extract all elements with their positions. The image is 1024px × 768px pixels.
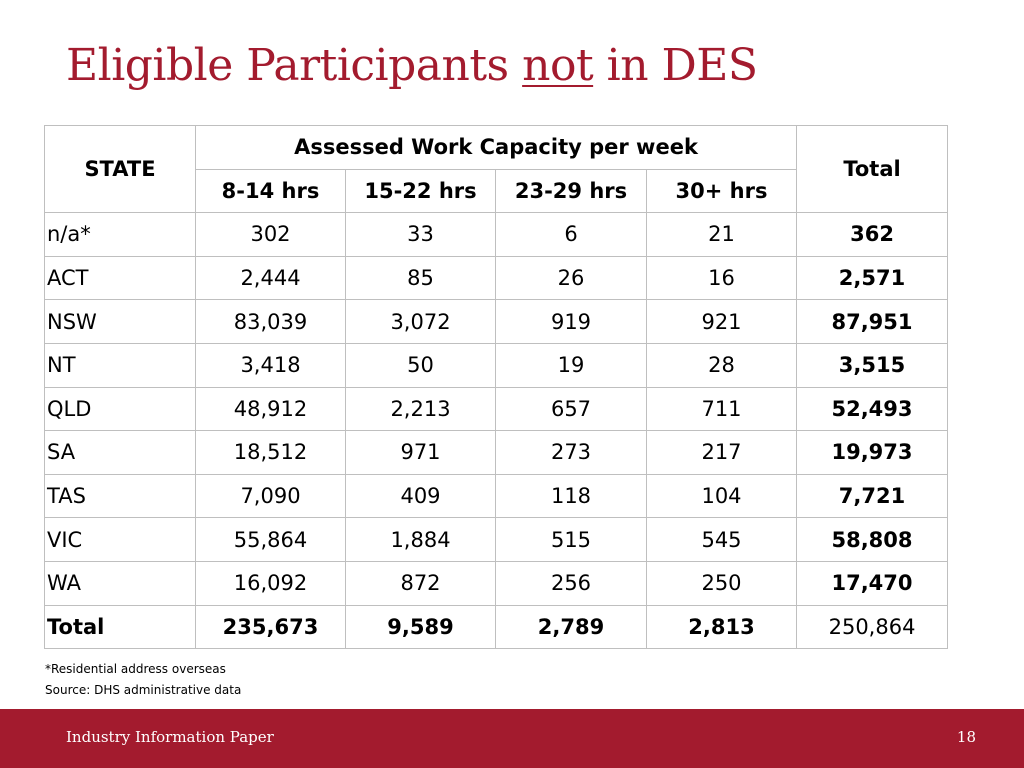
footer-bar: Industry Information Paper 18 bbox=[0, 709, 1024, 768]
value-cell: 545 bbox=[645, 517, 798, 562]
footnote: *Residential address overseas bbox=[45, 662, 226, 676]
value-cell: 26 bbox=[495, 255, 647, 301]
state-cell: VIC bbox=[44, 517, 196, 562]
hours-header: 15-22 hrs bbox=[345, 168, 496, 214]
row-total-cell: 7,721 bbox=[796, 473, 949, 519]
value-cell: 3,418 bbox=[195, 342, 346, 388]
state-cell: TAS bbox=[44, 473, 196, 519]
total-header: Total bbox=[796, 124, 949, 214]
row-total-cell: 58,808 bbox=[796, 517, 949, 562]
total-cell: 2,789 bbox=[495, 604, 647, 650]
value-cell: 55,864 bbox=[195, 517, 346, 562]
state-cell: n/a* bbox=[44, 212, 196, 257]
value-cell: 409 bbox=[345, 473, 496, 519]
grand-total-cell: 250,864 bbox=[796, 604, 949, 650]
state-cell: NSW bbox=[44, 299, 196, 344]
value-cell: 19 bbox=[495, 342, 647, 388]
total-cell: 2,813 bbox=[645, 604, 798, 650]
header-row-1: STATE Assessed Work Capacity per week To… bbox=[44, 124, 949, 214]
table-row: n/a* 302 33 6 21 362 bbox=[44, 212, 949, 257]
slide-title: Eligible Participants not in DES bbox=[66, 40, 758, 93]
value-cell: 872 bbox=[345, 560, 496, 606]
value-cell: 921 bbox=[645, 299, 798, 344]
value-cell: 28 bbox=[645, 342, 798, 388]
value-cell: 1,884 bbox=[345, 517, 496, 562]
value-cell: 256 bbox=[495, 560, 647, 606]
value-cell: 21 bbox=[645, 212, 798, 257]
value-cell: 515 bbox=[495, 517, 647, 562]
title-part2: in DES bbox=[593, 40, 758, 91]
state-cell: NT bbox=[44, 342, 196, 388]
table-row: TAS 7,090 409 118 104 7,721 bbox=[44, 473, 949, 519]
state-cell: ACT bbox=[44, 255, 196, 301]
hours-header: 30+ hrs bbox=[645, 168, 798, 214]
row-total-cell: 19,973 bbox=[796, 430, 949, 475]
value-cell: 7,090 bbox=[195, 473, 346, 519]
state-header: STATE bbox=[44, 124, 196, 214]
row-total-cell: 2,571 bbox=[796, 255, 949, 301]
table-row: QLD 48,912 2,213 657 711 52,493 bbox=[44, 386, 949, 432]
table-body: n/a* 302 33 6 21 362 ACT 2,444 85 26 16 2,571 NSW 83,… bbox=[44, 212, 949, 606]
total-cell: 235,673 bbox=[195, 604, 346, 650]
value-cell: 118 bbox=[495, 473, 647, 519]
value-cell: 971 bbox=[345, 430, 496, 475]
hours-header: 23-29 hrs bbox=[495, 168, 647, 214]
table-row: VIC 55,864 1,884 515 545 58,808 bbox=[44, 517, 949, 562]
value-cell: 302 bbox=[195, 212, 346, 257]
value-cell: 16,092 bbox=[195, 560, 346, 606]
table-row: ACT 2,444 85 26 16 2,571 bbox=[44, 255, 949, 301]
value-cell: 18,512 bbox=[195, 430, 346, 475]
value-cell: 83,039 bbox=[195, 299, 346, 344]
table-row: WA 16,092 872 256 250 17,470 bbox=[44, 560, 949, 606]
total-row: Total 235,673 9,589 2,789 2,813 250,864 bbox=[44, 604, 949, 650]
source-note: Source: DHS administrative data bbox=[45, 683, 242, 697]
total-row-label: Total bbox=[44, 604, 196, 650]
value-cell: 104 bbox=[645, 473, 798, 519]
row-total-cell: 17,470 bbox=[796, 560, 949, 606]
state-cell: QLD bbox=[44, 386, 196, 432]
title-part1: Eligible Participants bbox=[66, 40, 523, 91]
table-row: NSW 83,039 3,072 919 921 87,951 bbox=[44, 299, 949, 344]
value-cell: 16 bbox=[645, 255, 798, 301]
total-cell: 9,589 bbox=[345, 604, 496, 650]
value-cell: 273 bbox=[495, 430, 647, 475]
row-total-cell: 3,515 bbox=[796, 342, 949, 388]
participants-table: STATE Assessed Work Capacity per week To… bbox=[44, 124, 949, 650]
value-cell: 919 bbox=[495, 299, 647, 344]
value-cell: 33 bbox=[345, 212, 496, 257]
value-cell: 657 bbox=[495, 386, 647, 432]
value-cell: 48,912 bbox=[195, 386, 346, 432]
footer-text: Industry Information Paper bbox=[66, 728, 274, 746]
value-cell: 217 bbox=[645, 430, 798, 475]
row-total-cell: 52,493 bbox=[796, 386, 949, 432]
table-row: NT 3,418 50 19 28 3,515 bbox=[44, 342, 949, 388]
value-cell: 250 bbox=[645, 560, 798, 606]
hours-header: 8-14 hrs bbox=[195, 168, 346, 214]
row-total-cell: 87,951 bbox=[796, 299, 949, 344]
value-cell: 50 bbox=[345, 342, 496, 388]
work-capacity-header: Assessed Work Capacity per week bbox=[194, 125, 798, 170]
value-cell: 2,213 bbox=[345, 386, 496, 432]
value-cell: 6 bbox=[495, 212, 647, 257]
value-cell: 2,444 bbox=[195, 255, 346, 301]
state-cell: SA bbox=[44, 430, 196, 475]
table-row: SA 18,512 971 273 217 19,973 bbox=[44, 430, 949, 475]
value-cell: 85 bbox=[345, 255, 496, 301]
state-cell: WA bbox=[44, 560, 196, 606]
value-cell: 711 bbox=[645, 386, 798, 432]
value-cell: 3,072 bbox=[345, 299, 496, 344]
title-underlined-word: not bbox=[522, 40, 594, 91]
row-total-cell: 362 bbox=[796, 212, 949, 257]
page-number: 18 bbox=[956, 728, 976, 746]
